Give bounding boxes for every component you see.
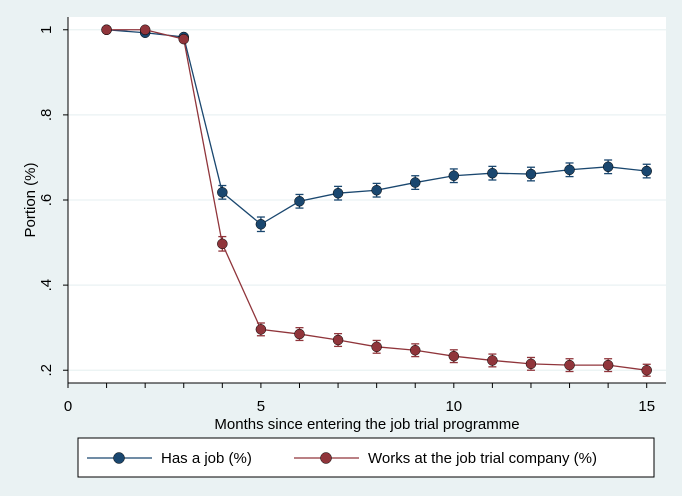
- series-layer: [101, 24, 652, 377]
- data-point: [641, 165, 652, 177]
- x-axis-ticks: 0 5 10 15: [64, 383, 655, 415]
- data-point: [602, 161, 614, 173]
- y-axis-ticks: .2 .4 .6 .8 1: [38, 26, 68, 377]
- data-point: [525, 168, 537, 180]
- x-tick-label: 10: [445, 398, 462, 415]
- data-point: [448, 170, 460, 181]
- legend: Has a job (%) Works at the job trial com…: [77, 437, 655, 478]
- data-point: [371, 184, 382, 196]
- gridlines: [68, 29, 666, 371]
- y-tick-label: 1: [38, 26, 55, 34]
- legend-label-works-at-trial-company: Works at the job trial company (%): [368, 450, 597, 467]
- x-tick-label: 0: [64, 398, 72, 415]
- data-point: [178, 33, 189, 45]
- data-point: [217, 238, 228, 250]
- data-point: [294, 328, 305, 340]
- y-tick-label: .4: [38, 279, 55, 292]
- data-point: [602, 359, 614, 371]
- legend-box: [77, 437, 655, 478]
- data-point: [255, 324, 267, 335]
- data-point: [255, 219, 267, 230]
- legend-marker-has-a-job: [113, 452, 125, 464]
- x-tick-label: 5: [257, 398, 265, 415]
- data-point: [139, 24, 151, 36]
- data-point: [332, 187, 344, 199]
- data-point: [332, 334, 344, 346]
- data-point: [409, 177, 421, 188]
- legend-label-has-a-job: Has a job (%): [161, 450, 252, 467]
- data-point: [448, 350, 460, 362]
- data-point: [564, 164, 575, 176]
- data-point: [294, 196, 305, 207]
- data-point: [371, 341, 382, 353]
- y-axis-title: Portion (%): [22, 162, 39, 237]
- y-tick-label: .6: [38, 194, 55, 207]
- data-point: [641, 364, 652, 376]
- data-point: [409, 344, 421, 356]
- legend-marker-works-at-trial-company: [320, 452, 332, 464]
- data-point: [487, 355, 498, 366]
- x-axis-title: Months since entering the job trial prog…: [214, 416, 519, 433]
- x-tick-label: 15: [638, 398, 655, 415]
- data-point: [525, 358, 537, 370]
- y-tick-label: .2: [38, 364, 55, 377]
- data-point: [217, 187, 228, 198]
- data-point: [101, 24, 112, 36]
- series-0: [101, 24, 652, 233]
- y-tick-label: .8: [38, 109, 55, 122]
- data-point: [487, 167, 498, 179]
- data-point: [564, 359, 575, 371]
- series-1: [101, 24, 652, 377]
